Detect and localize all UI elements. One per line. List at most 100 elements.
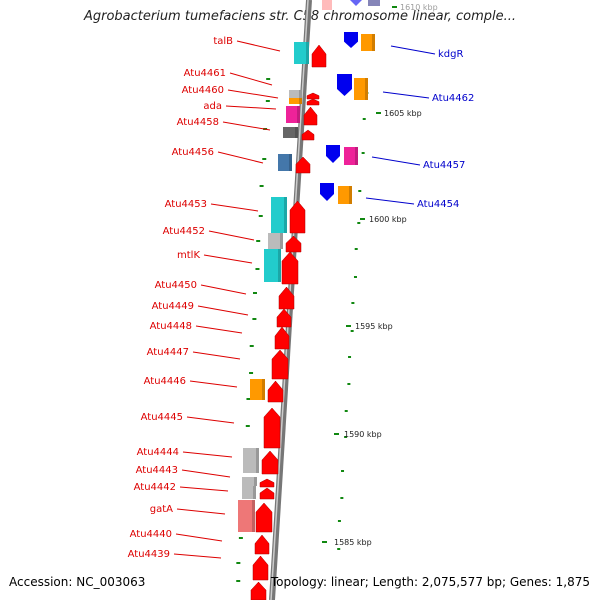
gene-block-shade [355,147,358,165]
tick-inner [245,425,250,427]
gene-arrow [285,235,302,253]
gene-arrow [267,380,284,403]
gene-block-shade [253,486,256,499]
gene-label-left: Atu4449 [152,301,194,312]
leader-left [210,203,259,212]
map-title: Agrobacterium tumefaciens str. C58 chrom… [83,9,517,24]
tick-inner [262,158,267,160]
gene-arrow [303,106,318,126]
gene-label-left: Atu4460 [182,85,224,96]
leader-left [179,486,229,492]
gene-arrow [306,92,320,100]
gene-block [271,197,287,233]
kbp-markers: 1610 kbp 1605 kbp 1600 kbp 1595 kbp 1590 kbp… [322,3,438,547]
gene-label-left: mtlK [177,250,200,261]
gene-label-left: Atu4444 [137,447,179,458]
gene-block-shade [365,78,368,100]
gene-block [278,154,292,171]
kbp-tick [334,433,339,435]
gene-label-left: gatA [150,504,173,515]
gene-block [338,186,352,204]
leader-left [197,305,249,316]
gene-arrow [344,32,358,48]
tick-inner [238,537,243,539]
gene-arrow [254,534,270,555]
gene-block-shade [372,34,375,51]
tick-outer [357,222,361,224]
tick-inner [259,185,264,187]
tick-inner [236,580,241,582]
gene-label-left: Atu4452 [163,226,205,237]
tick-outer [361,152,365,154]
gene-label-left: Atu4440 [130,529,172,540]
gene-block-shade [262,379,265,400]
tick-outer [344,410,348,412]
gene-block-shade [299,98,302,104]
tick-outer [358,190,362,192]
label-leaders [173,40,436,559]
kbp-label: 1605 kbp [384,109,422,118]
gene-block-shade [254,477,257,486]
leader-left [173,553,222,559]
gene-arrow [255,502,273,533]
leader-left [192,351,241,360]
kbp-tick [376,112,381,114]
leader-right [365,197,415,205]
gene-block-faded [368,0,380,6]
leader-left [236,40,281,52]
gene-label-left: Atu4450 [155,280,197,291]
gene-arrow [274,326,290,350]
leader-left [181,469,231,478]
gene-label-left: Atu4448 [150,321,192,332]
gene-arrow [263,407,281,449]
leader-right [371,156,421,166]
gene-arrow [259,478,275,488]
gene-block [289,98,302,104]
gene-label-left: Atu4458 [177,117,219,128]
gene-arrow [320,183,334,201]
tick-inner [249,372,254,374]
gene-label-right: kdgR [438,49,463,60]
tick-inner [236,562,241,564]
gene-label-left: Atu4446 [144,376,186,387]
tick-outer [337,548,341,550]
gene-arrow [289,200,306,234]
gene-block [344,147,358,165]
tick-outer [353,276,357,278]
gene-arrow [259,487,275,500]
leader-left [186,416,235,424]
leader-left [227,89,279,99]
gene-block-faded [322,0,332,10]
gene-arrow [271,349,289,380]
gene-label-left: ada [203,101,222,112]
leader-right [382,91,430,99]
tick-outer [344,436,348,438]
gene-arrow [326,145,340,163]
gene-arrow [306,98,320,106]
leader-left [182,451,233,458]
gene-block [238,500,255,532]
tick-outer [348,356,352,358]
gene-label-left: Atu4453 [165,199,207,210]
leader-left [217,151,264,164]
leader-left [200,284,247,295]
gene-block-shade [297,106,300,123]
gene-label-left: Atu4442 [134,482,176,493]
gene-block [361,34,375,51]
gene-block-shade [284,197,287,233]
gene-block [354,78,368,100]
tick-outer [337,520,341,522]
leader-right [390,45,436,55]
tick-outer [350,330,354,332]
gene-block [289,90,302,98]
gene-arrow [276,308,292,328]
gene-label-right: Atu4462 [432,93,474,104]
tick-inner [256,240,261,242]
leader-left [176,508,226,515]
gene-block [243,448,259,473]
tick-outer [347,383,351,385]
gene-block [242,477,257,486]
gene-labels: talB Atu4461 Atu4460 ada Atu4458 Atu4456 Atu44… [128,36,475,560]
gene-arrow [250,581,267,600]
gene-label-left: Atu4443 [136,465,178,476]
